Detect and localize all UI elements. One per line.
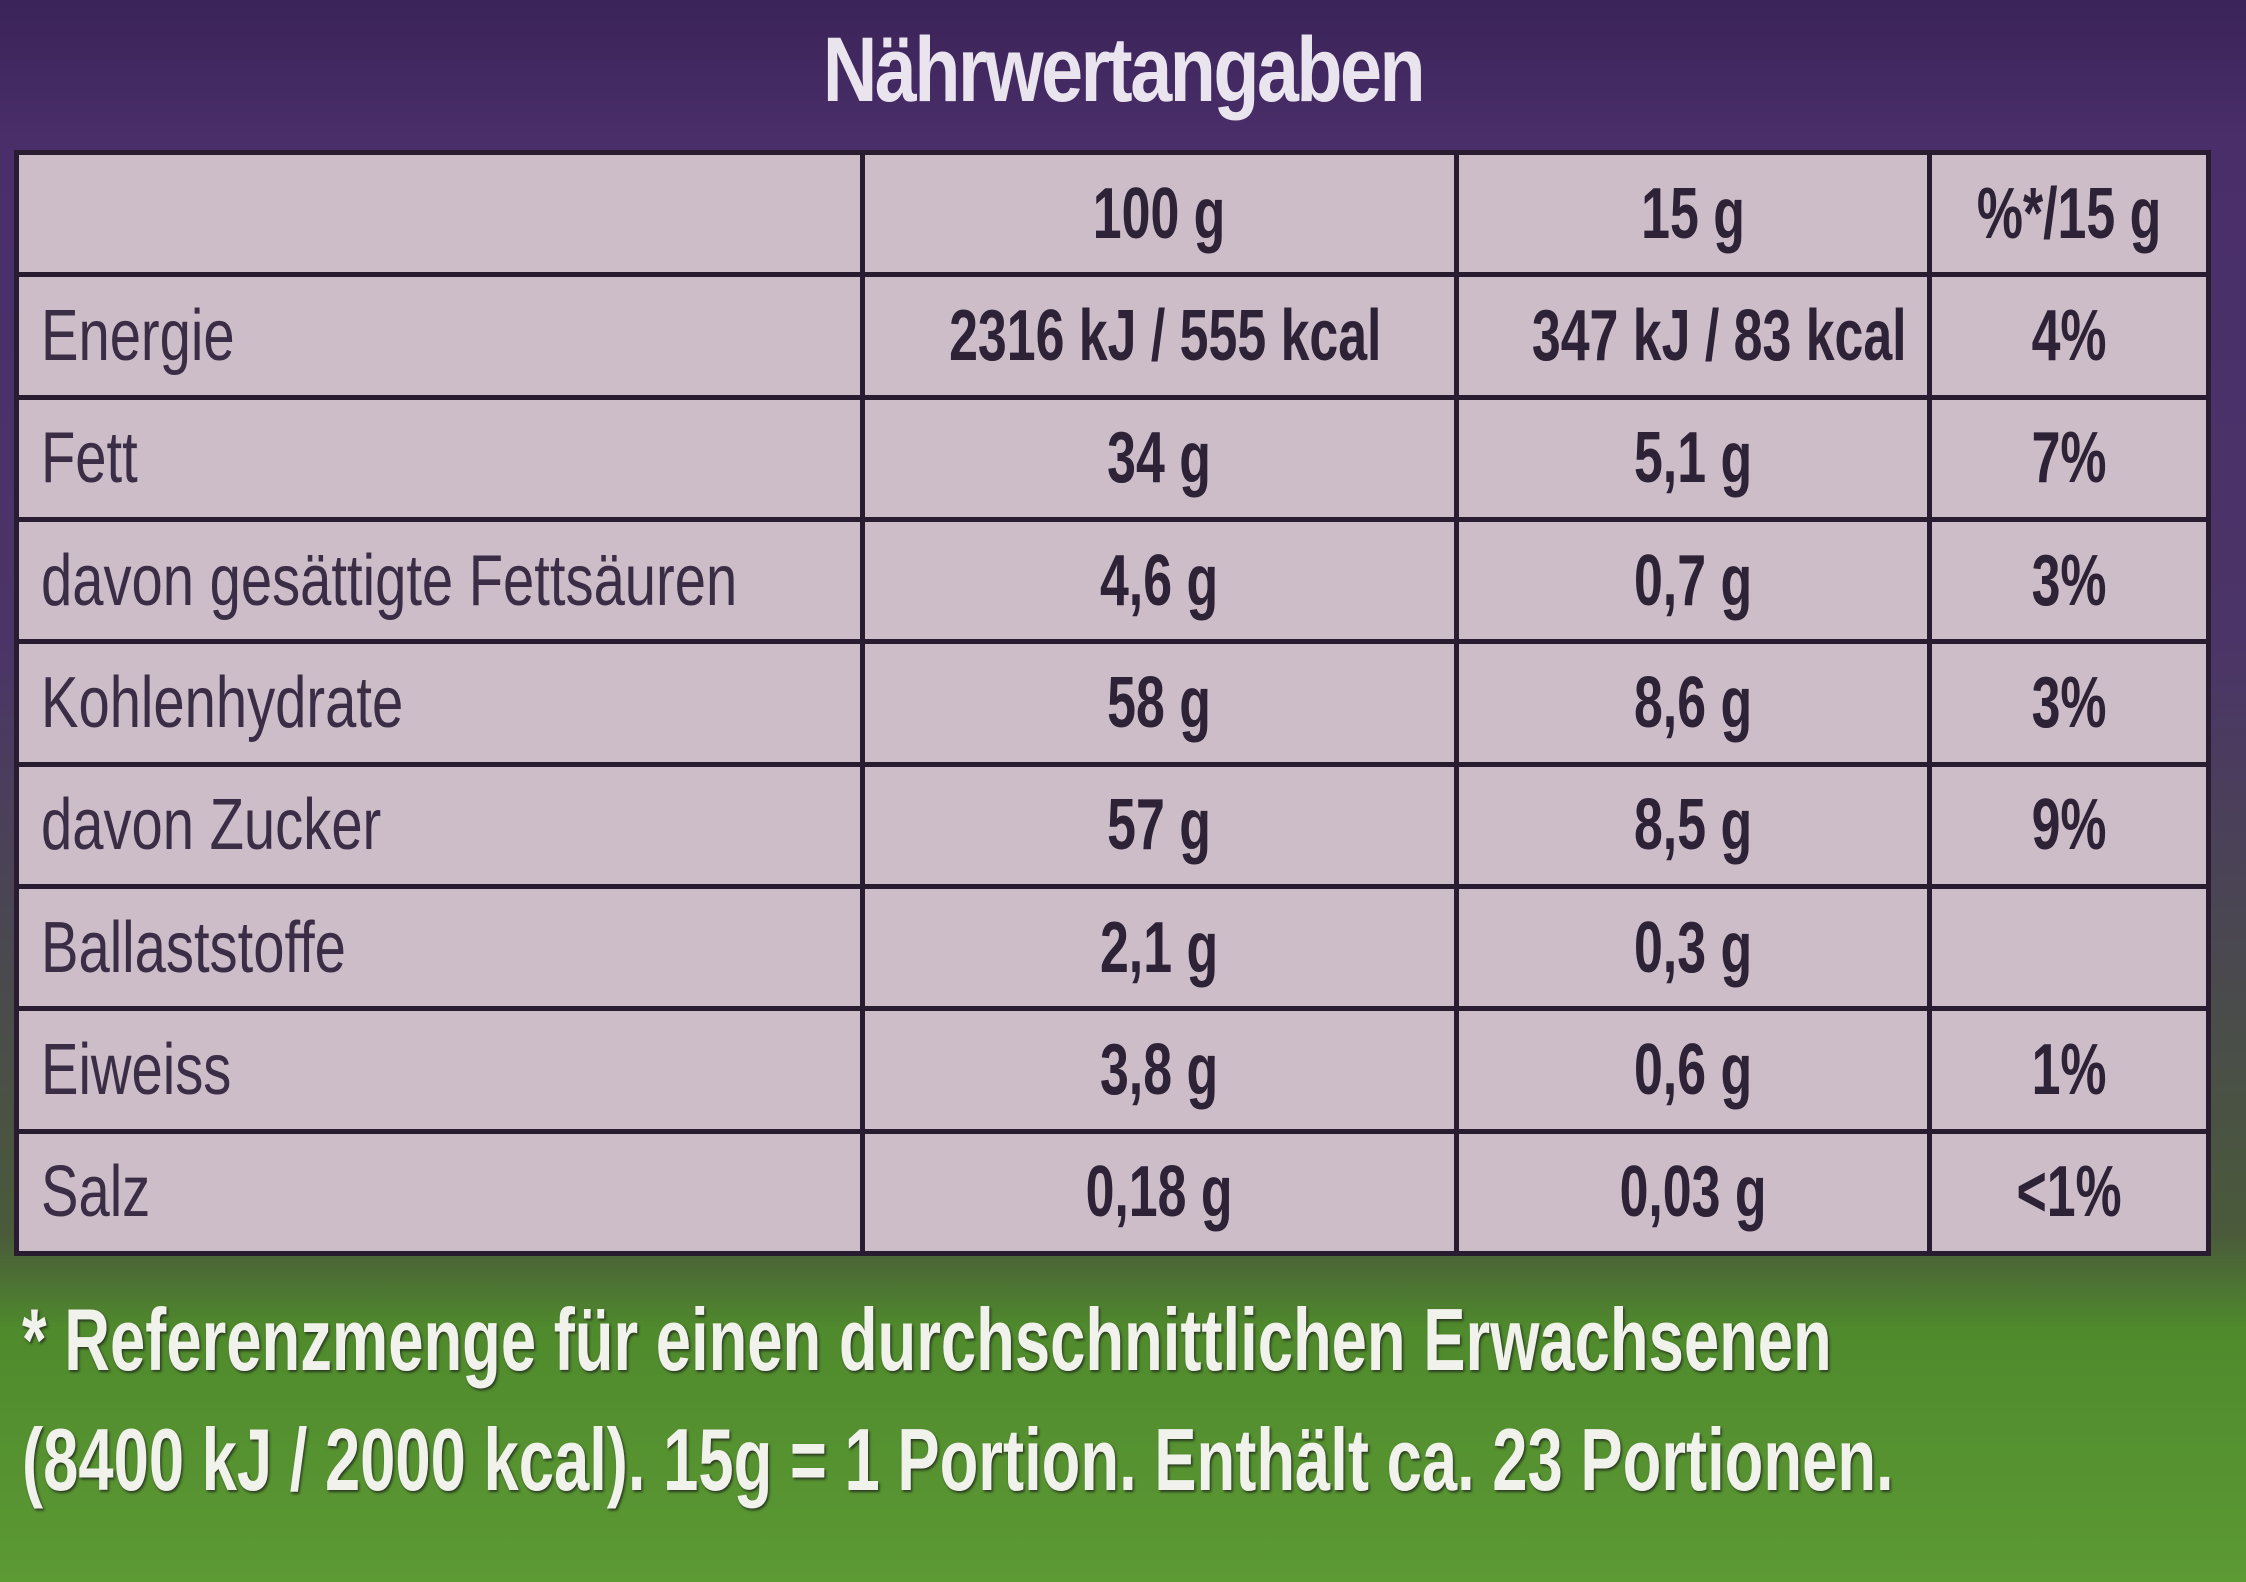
table-row: Fett 34 g 5,1 g 7% xyxy=(14,394,2211,522)
cell-reference-intake: 9% xyxy=(1927,761,2211,889)
label-title: Nährwertangaben xyxy=(0,18,2246,123)
table-row: davon Zucker 57 g 8,5 g 9% xyxy=(14,761,2211,889)
cell-reference-intake: 3% xyxy=(1927,639,2211,767)
cell-per-15g: 0,6 g xyxy=(1454,1006,1932,1134)
cell-reference-intake: 4% xyxy=(1927,272,2211,400)
cell-per-15g: 8,6 g xyxy=(1454,639,1932,767)
footnote-line-1: * Referenzmenge für einen durchschnittli… xyxy=(22,1290,1832,1389)
table-row: Salz 0,18 g 0,03 g <1% xyxy=(14,1128,2211,1257)
cell-reference-intake xyxy=(1927,883,2211,1012)
row-label: Ballaststoffe xyxy=(14,883,865,1012)
table-row: Eiweiss 3,8 g 0,6 g 1% xyxy=(14,1006,2211,1134)
table-row: Kohlenhydrate 58 g 8,6 g 3% xyxy=(14,639,2211,767)
cell-reference-intake: 3% xyxy=(1927,516,2211,645)
cell-per-15g: 5,1 g xyxy=(1454,394,1932,522)
header-cell-empty xyxy=(14,149,865,278)
row-label: Kohlenhydrate xyxy=(14,639,865,767)
row-label: Salz xyxy=(14,1128,865,1257)
cell-per-100g: 34 g xyxy=(860,394,1459,522)
cell-per-15g: 347 kJ / 83 kcal xyxy=(1454,272,1932,400)
cell-reference-intake: 1% xyxy=(1927,1006,2211,1134)
cell-per-15g: 0,3 g xyxy=(1454,883,1932,1012)
cell-per-100g: 2,1 g xyxy=(860,883,1459,1012)
cell-per-15g: 0,03 g xyxy=(1454,1128,1932,1257)
cell-per-15g: 0,7 g xyxy=(1454,516,1932,645)
footnote: * Referenzmenge für einen durchschnittli… xyxy=(22,1280,2222,1520)
row-label: davon gesättigte Fettsäuren xyxy=(14,516,865,645)
table-row: davon gesättigte Fettsäuren 4,6 g 0,7 g 3% xyxy=(14,516,2211,645)
header-cell-15g: 15 g xyxy=(1454,149,1932,278)
row-label: Eiweiss xyxy=(14,1006,865,1134)
cell-reference-intake: <1% xyxy=(1927,1128,2211,1257)
header-cell-ri: %*/15 g xyxy=(1927,149,2211,278)
cell-reference-intake: 7% xyxy=(1927,394,2211,522)
row-label: davon Zucker xyxy=(14,761,865,889)
row-label: Fett xyxy=(14,394,865,522)
cell-per-15g: 8,5 g xyxy=(1454,761,1932,889)
cell-per-100g: 4,6 g xyxy=(860,516,1459,645)
header-row: 100 g 15 g %*/15 g xyxy=(14,149,2211,278)
cell-per-100g: 0,18 g xyxy=(860,1128,1459,1257)
cell-per-100g: 3,8 g xyxy=(860,1006,1459,1134)
cell-per-100g: 2316 kJ / 555 kcal xyxy=(860,272,1459,400)
table-row: Energie 2316 kJ / 555 kcal 347 kJ / 83 kca… xyxy=(14,272,2211,400)
table-row: Ballaststoffe 2,1 g 0,3 g xyxy=(14,883,2211,1012)
title-text: Nährwertangaben xyxy=(822,19,1426,121)
nutrition-table: 100 g 15 g %*/15 g Energie 2316 kJ / 555 … xyxy=(14,149,2211,1257)
footnote-line-2: (8400 kJ / 2000 kcal). 15g = 1 Portion. … xyxy=(22,1410,1894,1509)
cell-per-100g: 57 g xyxy=(860,761,1459,889)
row-label: Energie xyxy=(14,272,865,400)
cell-per-100g: 58 g xyxy=(860,639,1459,767)
header-cell-100g: 100 g xyxy=(860,149,1459,278)
